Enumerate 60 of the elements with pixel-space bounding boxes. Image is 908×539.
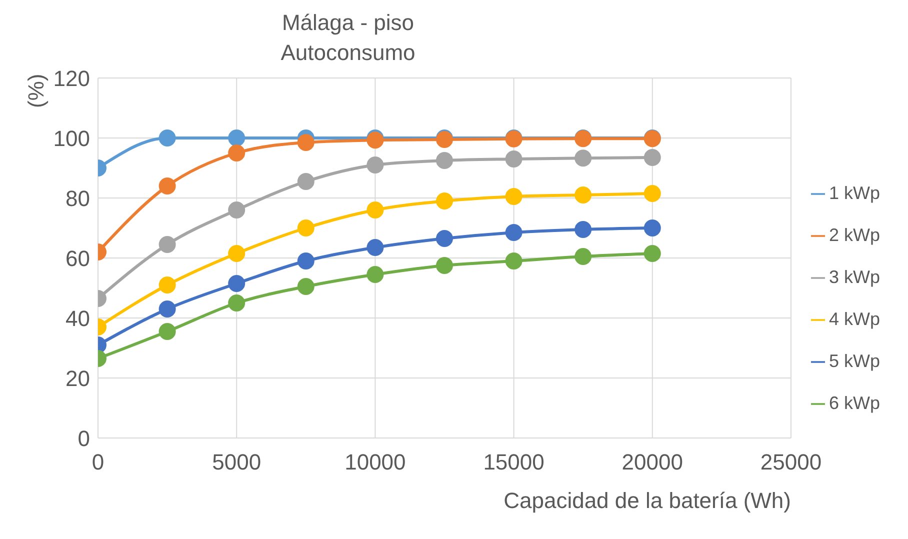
point — [228, 130, 246, 146]
y-tick-label: 120 — [53, 66, 90, 91]
legend-label: 4 kWp — [828, 309, 880, 329]
x-tick-label: 10000 — [344, 450, 406, 475]
legend-label: 3 kWp — [828, 267, 880, 287]
point — [158, 178, 176, 194]
point — [366, 132, 384, 149]
y-tick-label: 100 — [53, 126, 90, 151]
point — [574, 150, 592, 167]
point — [505, 252, 522, 270]
y-tick-label: 20 — [66, 366, 90, 391]
y-tick-label: 80 — [66, 186, 90, 211]
x-tick-label: 15000 — [483, 450, 544, 475]
point — [228, 245, 246, 262]
point — [505, 150, 522, 168]
point — [436, 152, 453, 169]
point — [574, 248, 592, 265]
chart-title: Málaga - piso — [280, 9, 416, 37]
point — [366, 156, 384, 174]
point — [505, 224, 522, 241]
point — [366, 266, 384, 283]
y-tick-label: 0 — [78, 426, 90, 451]
point — [297, 134, 314, 151]
x-tick-label: 20000 — [622, 450, 683, 475]
legend-label: 1 kWp — [828, 183, 880, 203]
point — [574, 186, 592, 204]
point — [436, 257, 453, 274]
point — [297, 220, 314, 236]
point — [574, 221, 592, 238]
chart-subtitle: Autoconsumo — [280, 40, 416, 65]
point — [228, 202, 246, 218]
point — [644, 245, 661, 262]
point — [297, 278, 314, 295]
point — [297, 173, 314, 190]
point — [366, 202, 384, 218]
legend-label: 5 kWp — [828, 351, 880, 371]
point — [436, 192, 453, 210]
point — [228, 294, 246, 312]
point — [228, 144, 246, 162]
legend-label: 2 kWp — [828, 225, 880, 245]
point — [228, 275, 246, 292]
point — [505, 188, 522, 205]
point — [158, 323, 176, 340]
x-tick-label: 25000 — [760, 450, 822, 475]
point — [436, 230, 453, 247]
legend-label: 6 kWp — [828, 393, 880, 413]
point — [158, 300, 176, 318]
point — [366, 239, 384, 256]
point — [158, 130, 176, 146]
y-tick-label: 40 — [66, 306, 90, 331]
point — [644, 149, 661, 166]
y-axis-title: (%) — [24, 74, 49, 108]
point — [644, 220, 661, 236]
point — [158, 276, 176, 294]
point — [297, 252, 314, 270]
x-axis-title: Capacidad de la batería (Wh) — [504, 488, 791, 513]
point — [158, 236, 176, 253]
x-tick-label: 5000 — [212, 450, 262, 475]
y-tick-label: 60 — [66, 246, 90, 271]
point — [644, 185, 661, 202]
